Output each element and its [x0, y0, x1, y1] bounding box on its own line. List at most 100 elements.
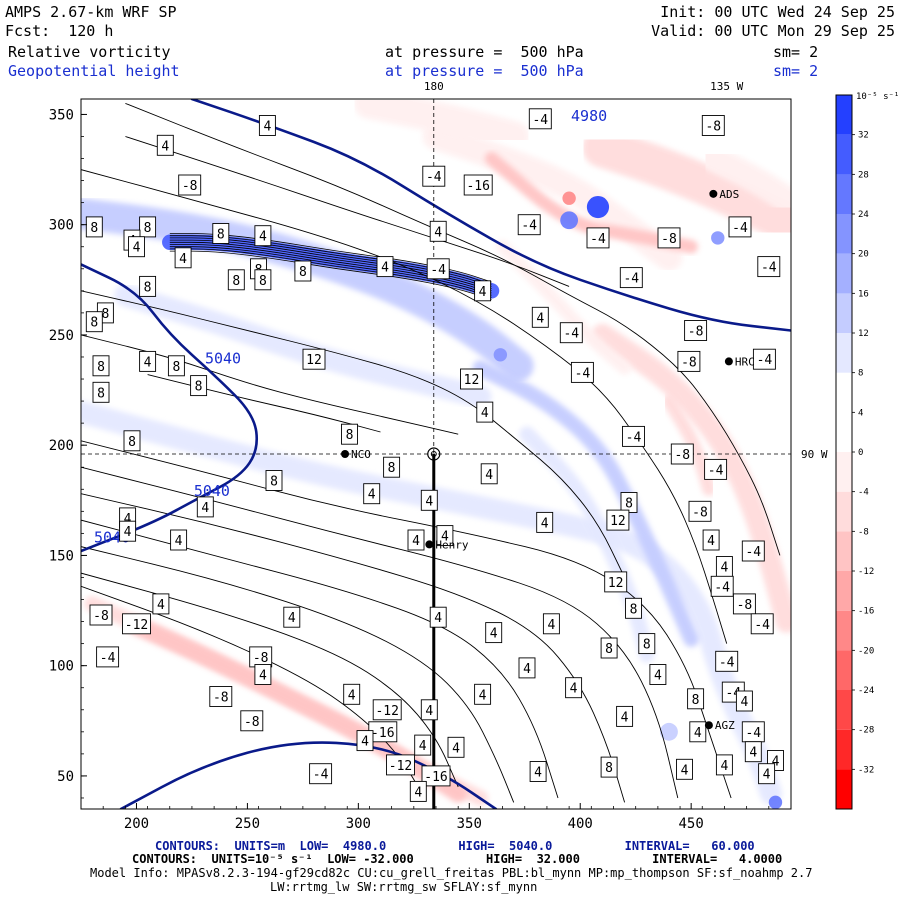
contour-label-box	[586, 227, 610, 249]
vorticity-contour-line	[81, 572, 459, 788]
y-tick-label: 250	[49, 328, 74, 344]
y-tick-label: 150	[49, 548, 74, 564]
y-tick-label: 100	[49, 659, 74, 675]
contour-label-box	[616, 705, 634, 727]
colorbar-tick-label: -20	[858, 646, 874, 656]
contour-label-value: -4	[100, 651, 116, 666]
valid-time: Valid: 00 UTC Mon 29 Sep 25	[651, 22, 895, 40]
colorbar-segment	[836, 372, 852, 413]
vorticity-contour-line	[81, 169, 728, 644]
contour-label-box	[676, 758, 693, 780]
contour-label-box	[474, 683, 492, 705]
contour-label-box	[750, 613, 774, 635]
contour-label-value: -16	[371, 726, 394, 741]
colorbar-tick-label: -8	[858, 527, 869, 537]
contour-label-value: -8	[213, 691, 229, 706]
contour-label-value: 4	[259, 669, 267, 684]
contour-label-value: 8	[346, 428, 354, 443]
contour-label-value: 8	[605, 642, 613, 657]
contour-label-value: -8	[681, 355, 697, 370]
colorbar-tick-label: 0	[858, 448, 863, 458]
contour-label-box	[701, 115, 725, 136]
vorticity-cells	[493, 191, 783, 809]
contour-label-value: -12	[375, 704, 398, 719]
contour-label-box	[735, 690, 753, 712]
colorbar-segment	[836, 571, 852, 611]
contour-label-value: 4	[179, 252, 187, 267]
contour-label-value: 8	[643, 638, 651, 653]
height-contour-label: 4980	[571, 107, 607, 125]
contour-label-value: 12	[306, 353, 322, 368]
contour-label-box	[209, 686, 233, 707]
contour-label-value: -8	[692, 505, 708, 520]
contour-label-value: 4	[481, 406, 489, 421]
colorbar-unit-label: 10⁻⁵ s⁻¹	[856, 92, 899, 102]
contour-label-value: 4	[124, 525, 132, 540]
height-contour-line	[81, 263, 259, 553]
contour-label-value: 4	[654, 669, 662, 684]
contour-label-box	[178, 174, 202, 196]
contour-label-box	[156, 134, 174, 156]
contour-label-box	[356, 730, 374, 752]
init-time: Init: 00 UTC Wed 24 Sep 25	[660, 3, 895, 21]
contour-label-value: -8	[737, 598, 753, 613]
contour-label-box	[702, 529, 720, 551]
contour-label-box	[386, 754, 415, 776]
contour-label-box	[517, 214, 541, 236]
contour-label-box	[429, 220, 447, 242]
contour-label-box	[606, 509, 630, 531]
contour-label-box	[420, 489, 438, 511]
colorbar-segment	[836, 531, 852, 571]
top-meridian-label: 180	[424, 80, 444, 93]
contour-label-box	[460, 368, 483, 390]
model-title: AMPS 2.67-km WRF SP	[5, 3, 177, 21]
contour-label-value: -4	[626, 430, 642, 445]
contour-label-box	[258, 115, 276, 136]
contour-label-box	[254, 225, 272, 247]
colorbar-tick-label: 16	[858, 289, 869, 299]
contour-label-box	[625, 597, 642, 619]
x-tick-label: 400	[568, 816, 593, 832]
colorbar-tick-label: 12	[858, 329, 869, 339]
contour-label-value: -8	[705, 120, 721, 135]
contour-label-value: 4	[479, 285, 487, 300]
contour-label-value: -4	[532, 113, 548, 128]
contour-label-value: 8	[605, 761, 613, 776]
right-meridian-label: 90 W	[801, 448, 828, 461]
contour-label-value: -4	[761, 261, 777, 276]
colorbar-tick-label: -16	[858, 607, 874, 617]
contour-label-value: 8	[232, 274, 240, 289]
contour-label-box	[619, 267, 643, 289]
colorbar-segment	[836, 650, 852, 690]
contour-label-value: 8	[90, 221, 98, 236]
contour-label-value: 8	[630, 602, 638, 617]
contour-label-value: 4	[707, 534, 715, 549]
field-vorticity-label: Relative vorticity	[8, 43, 171, 61]
colorbar-tick-label: -12	[858, 567, 874, 577]
contour-label-value: -4	[590, 232, 606, 247]
vorticity-band	[591, 323, 791, 633]
station-name: HRC	[735, 355, 755, 368]
contour-label-box	[190, 375, 208, 397]
contour-label-box	[622, 425, 645, 447]
contour-label-value: 4	[490, 627, 498, 642]
vorticity-band	[472, 360, 699, 647]
contour-label-value: 8	[172, 360, 180, 375]
vorticity-contour-line	[125, 102, 781, 556]
contour-label-box	[92, 355, 110, 377]
contour-label-box	[170, 529, 188, 551]
colorbar-segment	[836, 729, 852, 770]
contour-label-box	[792, 740, 808, 760]
contour-label-box	[476, 401, 494, 423]
contour-label-box	[752, 348, 776, 370]
field-height-label: Geopotential height	[8, 62, 180, 80]
station-dot	[724, 357, 733, 366]
contour-label-value: 4	[740, 695, 748, 710]
contour-label-value: -4	[757, 353, 773, 368]
vorticity-cell	[562, 191, 576, 205]
forecast-hour: Fcst: 120 h	[5, 22, 114, 40]
level-vorticity: at pressure = 500 hPa	[385, 43, 584, 61]
contour-label-value: 4	[536, 311, 544, 326]
contour-label-value: 4	[720, 561, 728, 576]
contour-label-box	[542, 613, 560, 635]
